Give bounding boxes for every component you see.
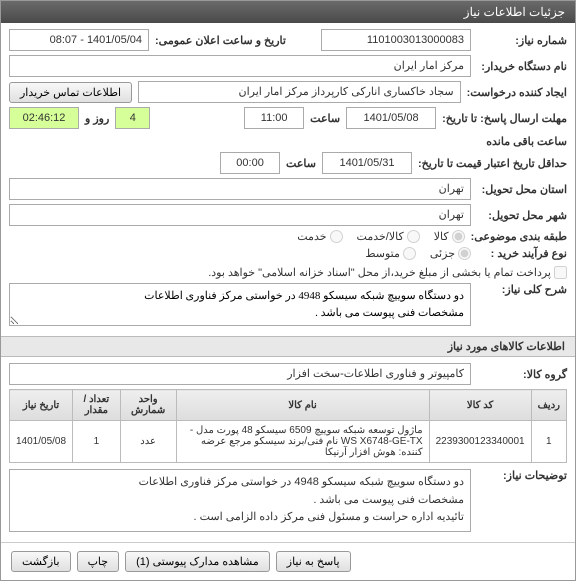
table-header-cell: تاریخ نیاز bbox=[10, 390, 73, 421]
need-desc-field bbox=[9, 283, 471, 326]
days-and-label: روز و bbox=[85, 112, 109, 125]
goods-table: ردیفکد کالانام کالاواحد شمارشتعداد / مقد… bbox=[9, 389, 567, 463]
subject-radio-label: خدمت bbox=[297, 230, 326, 243]
process-radio-label: متوسط bbox=[365, 247, 400, 260]
process-radio-item[interactable]: متوسط bbox=[365, 247, 416, 260]
table-header-cell: واحد شمارش bbox=[120, 390, 176, 421]
subject-label: طبقه بندی موضوعی: bbox=[471, 230, 567, 243]
subject-radio-label: کالا bbox=[434, 230, 449, 243]
time-label-2: ساعت bbox=[286, 157, 316, 170]
footer-buttons: پاسخ به نیاز مشاهده مدارک پیوستی (1) چاپ… bbox=[1, 542, 575, 580]
loc-field: تهران bbox=[9, 178, 471, 200]
deadline-label: مهلت ارسال پاسخ: تا تاریخ: bbox=[442, 112, 567, 125]
goods-group-label: گروه کالا: bbox=[477, 368, 567, 381]
process-note-item[interactable]: پرداخت تمام یا بخشی از مبلغ خرید،از محل … bbox=[208, 266, 567, 279]
panel-header: جزئیات اطلاعات نیاز bbox=[1, 1, 575, 23]
need-desc-label: شرح کلی نیاز: bbox=[477, 283, 567, 296]
table-cell: 1 bbox=[73, 421, 121, 463]
deadline-time: 11:00 bbox=[244, 107, 304, 129]
announce-label: تاریخ و ساعت اعلان عمومی: bbox=[155, 34, 286, 47]
subject-radio[interactable] bbox=[407, 230, 420, 243]
details-panel: جزئیات اطلاعات نیاز شماره نیاز: 11010030… bbox=[0, 0, 576, 581]
time-label-1: ساعت bbox=[310, 112, 340, 125]
announce-field: 1401/05/04 - 08:07 bbox=[9, 29, 149, 51]
reply-button[interactable]: پاسخ به نیاز bbox=[276, 551, 351, 572]
loc-label: استان محل تحویل: bbox=[477, 183, 567, 196]
process-note-text: پرداخت تمام یا بخشی از مبلغ خرید،از محل … bbox=[208, 266, 551, 279]
creator-label: ایجاد کننده درخواست: bbox=[467, 86, 567, 99]
subject-radio-item[interactable]: خدمت bbox=[297, 230, 342, 243]
subject-radio-label: کالا/خدمت bbox=[357, 230, 404, 243]
process-radio-group: جزئی متوسط bbox=[365, 247, 471, 260]
table-cell: 1401/05/08 bbox=[10, 421, 73, 463]
table-cell: ماژول توسعه شبکه سوییچ 6509 سیسکو 48 پور… bbox=[176, 421, 429, 463]
city-field: تهران bbox=[9, 204, 471, 226]
goods-body: گروه کالا: کامپیوتر و فناوری اطلاعات-سخت… bbox=[1, 357, 575, 542]
remarks-field: دو دستگاه سوییچ شبکه سیسکو 4948 در خواست… bbox=[9, 469, 471, 532]
deadline-date: 1401/05/08 bbox=[346, 107, 436, 129]
process-radio-item[interactable]: جزئی bbox=[430, 247, 471, 260]
buyer-label: نام دستگاه خریدار: bbox=[477, 60, 567, 73]
table-header-cell: ردیف bbox=[531, 390, 566, 421]
goods-group-field: کامپیوتر و فناوری اطلاعات-سخت افزار bbox=[9, 363, 471, 385]
table-cell: 2239300123340001 bbox=[429, 421, 531, 463]
days-left: 4 bbox=[115, 107, 150, 129]
table-cell: 1 bbox=[531, 421, 566, 463]
need-number-field: 1101003013000083 bbox=[321, 29, 471, 51]
process-label: نوع فرآیند خرید : bbox=[477, 247, 567, 260]
subject-radio[interactable] bbox=[452, 230, 465, 243]
contact-buyer-button[interactable]: اطلاعات تماس خریدار bbox=[9, 82, 132, 103]
panel-title: جزئیات اطلاعات نیاز bbox=[464, 5, 565, 19]
print-button[interactable]: چاپ bbox=[77, 551, 120, 572]
table-row: 12239300123340001ماژول توسعه شبکه سوییچ … bbox=[10, 421, 567, 463]
subject-radio-group: کالا کالا/خدمت خدمت bbox=[297, 230, 464, 243]
attachments-button[interactable]: مشاهده مدارک پیوستی (1) bbox=[125, 551, 270, 572]
table-header-cell: تعداد / مقدار bbox=[73, 390, 121, 421]
validity-date: 1401/05/31 bbox=[322, 152, 412, 174]
goods-section-title: اطلاعات کالاهای مورد نیاز bbox=[1, 336, 575, 357]
table-header-cell: کد کالا bbox=[429, 390, 531, 421]
subject-radio-item[interactable]: کالا/خدمت bbox=[357, 230, 420, 243]
process-radio[interactable] bbox=[458, 247, 471, 260]
buyer-field: مرکز امار ایران bbox=[9, 55, 471, 77]
creator-field: سجاد خاکساری انارکی کارپرداز مرکز امار ا… bbox=[138, 81, 461, 103]
table-cell: عدد bbox=[120, 421, 176, 463]
form-body: شماره نیاز: 1101003013000083 تاریخ و ساع… bbox=[1, 23, 575, 336]
time-left: 02:46:12 bbox=[9, 107, 79, 129]
validity-label: حداقل تاریخ اعتبار قیمت تا تاریخ: bbox=[418, 157, 567, 170]
city-label: شهر محل تحویل: bbox=[477, 209, 567, 222]
process-note-checkbox[interactable] bbox=[554, 266, 567, 279]
need-number-label: شماره نیاز: bbox=[477, 34, 567, 47]
table-header-cell: نام کالا bbox=[176, 390, 429, 421]
process-radio-label: جزئی bbox=[430, 247, 455, 260]
subject-radio[interactable] bbox=[330, 230, 343, 243]
remarks-label: توضیحات نیاز: bbox=[477, 469, 567, 482]
back-button[interactable]: بازگشت bbox=[11, 551, 71, 572]
process-radio[interactable] bbox=[403, 247, 416, 260]
validity-time: 00:00 bbox=[220, 152, 280, 174]
time-left-label: ساعت باقی مانده bbox=[486, 135, 567, 148]
subject-radio-item[interactable]: کالا bbox=[434, 230, 465, 243]
